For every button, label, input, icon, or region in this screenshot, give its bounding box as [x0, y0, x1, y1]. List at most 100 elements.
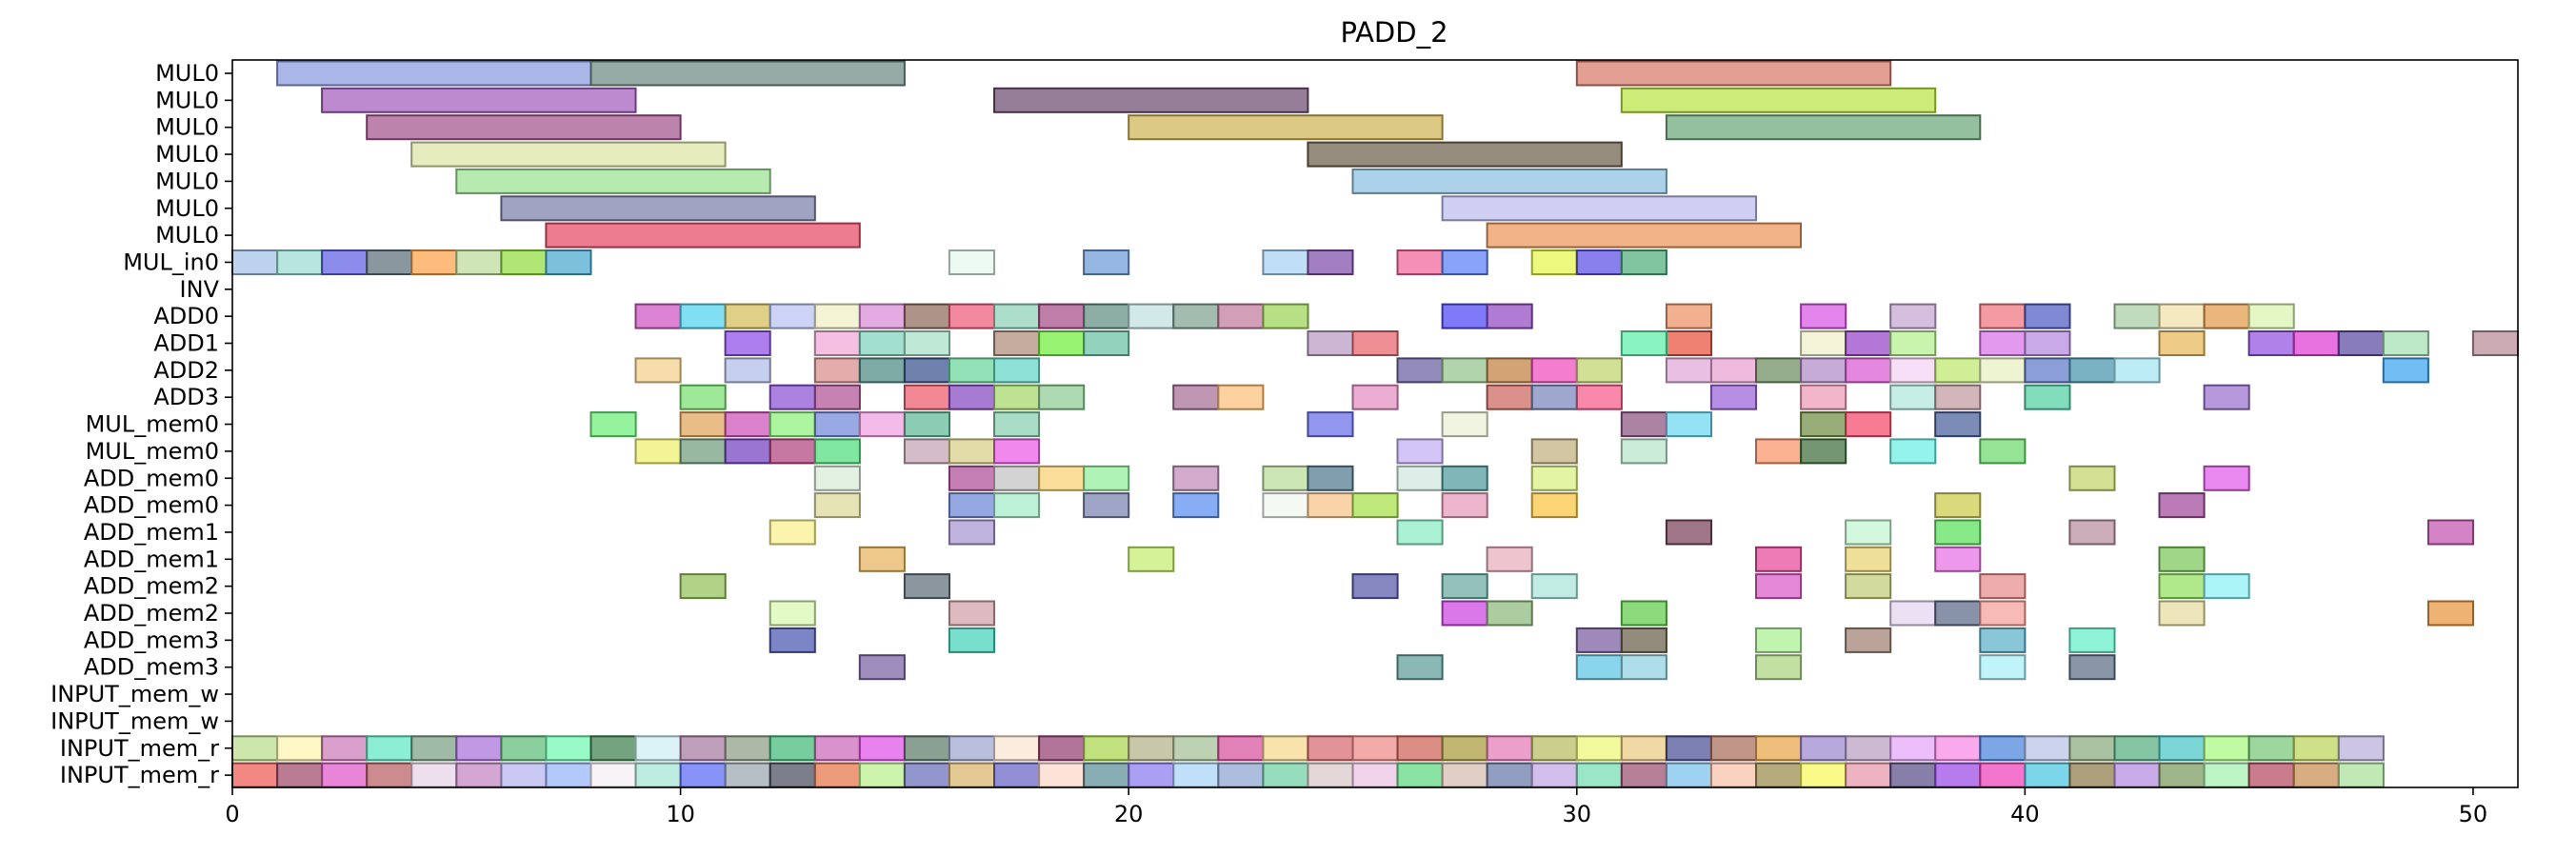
task-bar [1620, 330, 1667, 356]
task-bar [1441, 357, 1488, 384]
task-bar [2203, 465, 2250, 491]
task-bar [1530, 357, 1578, 384]
task-bar [948, 735, 996, 762]
task-bar [679, 438, 727, 465]
task-bar [993, 411, 1041, 438]
task-bar [1800, 330, 1847, 356]
task-bar [858, 762, 906, 788]
task-bar [2337, 330, 2385, 356]
task-bar [545, 735, 592, 762]
task-bar [903, 573, 951, 600]
task-bar [500, 762, 548, 788]
task-bar [1755, 438, 1803, 465]
task-bar [1083, 762, 1130, 788]
task-bar [1441, 762, 1488, 788]
task-bar [1620, 249, 1667, 275]
task-bar [2292, 735, 2340, 762]
task-bar [769, 411, 816, 438]
task-bar [2292, 330, 2340, 356]
task-bar [2068, 654, 2116, 681]
y-tick-label: ADD3 [153, 384, 219, 410]
task-bars [231, 60, 2519, 788]
task-bar [1934, 519, 1982, 546]
task-bar [545, 762, 592, 788]
task-bar [276, 60, 592, 87]
task-bar [858, 330, 906, 356]
y-tick-label: INV [180, 276, 220, 303]
task-bar [1889, 762, 1937, 788]
task-bar [1709, 357, 1758, 384]
task-bar [903, 411, 951, 438]
task-bar [1217, 762, 1265, 788]
task-bar [1486, 735, 1533, 762]
y-tick-label: MUL0 [155, 195, 219, 222]
task-bar [1620, 627, 1667, 653]
y-tick-label: INPUT_mem_w [50, 681, 219, 707]
task-bar [1665, 357, 1713, 384]
task-bar [321, 735, 369, 762]
task-bar [1979, 438, 2027, 465]
task-bar [589, 735, 637, 762]
task-bar [1755, 357, 1803, 384]
task-bar [1441, 492, 1488, 519]
task-bar [1800, 303, 1847, 329]
task-bar [993, 303, 1041, 329]
task-bar [634, 357, 682, 384]
task-bar [1307, 492, 1354, 519]
plot-frame [231, 59, 2519, 788]
task-bar [1665, 114, 1982, 141]
task-bar [1441, 573, 1488, 600]
task-bar [1038, 330, 1086, 356]
task-bar [1396, 735, 1444, 762]
task-bar [903, 384, 951, 410]
task-bar [2024, 384, 2071, 410]
task-bar [1979, 627, 2027, 653]
task-bar [1889, 600, 1937, 627]
task-bar [1845, 411, 1892, 438]
task-bar [1845, 735, 1892, 762]
task-bar [993, 762, 1041, 788]
task-bar [1038, 384, 1086, 410]
task-bar [1038, 465, 1086, 491]
task-bar [1486, 222, 1802, 249]
task-bar [1038, 762, 1086, 788]
task-bar [1620, 762, 1667, 788]
task-bar [1845, 330, 1892, 356]
task-bar [1530, 573, 1578, 600]
task-bar [1128, 735, 1175, 762]
task-bar [2158, 492, 2206, 519]
task-bar [1441, 465, 1488, 491]
task-bar [500, 735, 548, 762]
y-tick-label: ADD_mem3 [84, 627, 219, 653]
task-bar [679, 573, 727, 600]
task-bar [1889, 330, 1937, 356]
task-bar [903, 762, 951, 788]
task-bar [1575, 654, 1623, 681]
task-bar [321, 87, 637, 113]
task-bar [1172, 384, 1220, 410]
task-bar [455, 762, 503, 788]
task-bar [1351, 330, 1399, 356]
task-bar [231, 249, 279, 275]
task-bar [589, 411, 637, 438]
task-bar [1934, 411, 1982, 438]
task-bar [1889, 735, 1937, 762]
task-bar [1709, 762, 1758, 788]
task-bar [1351, 573, 1399, 600]
x-tick-label: 10 [666, 801, 695, 827]
task-bar [769, 438, 816, 465]
task-bar [724, 330, 771, 356]
task-bar [1979, 573, 2027, 600]
task-bar [1665, 762, 1713, 788]
task-bar [2024, 735, 2071, 762]
task-bar [1172, 465, 1220, 491]
task-bar [2068, 357, 2116, 384]
task-bar [813, 465, 861, 491]
task-bar [2203, 384, 2250, 410]
task-bar [1307, 330, 1354, 356]
y-tick-label: INPUT_mem_w [50, 707, 219, 734]
task-bar [679, 735, 727, 762]
task-bar [948, 492, 996, 519]
task-bar [2247, 762, 2295, 788]
task-bar [993, 384, 1041, 410]
